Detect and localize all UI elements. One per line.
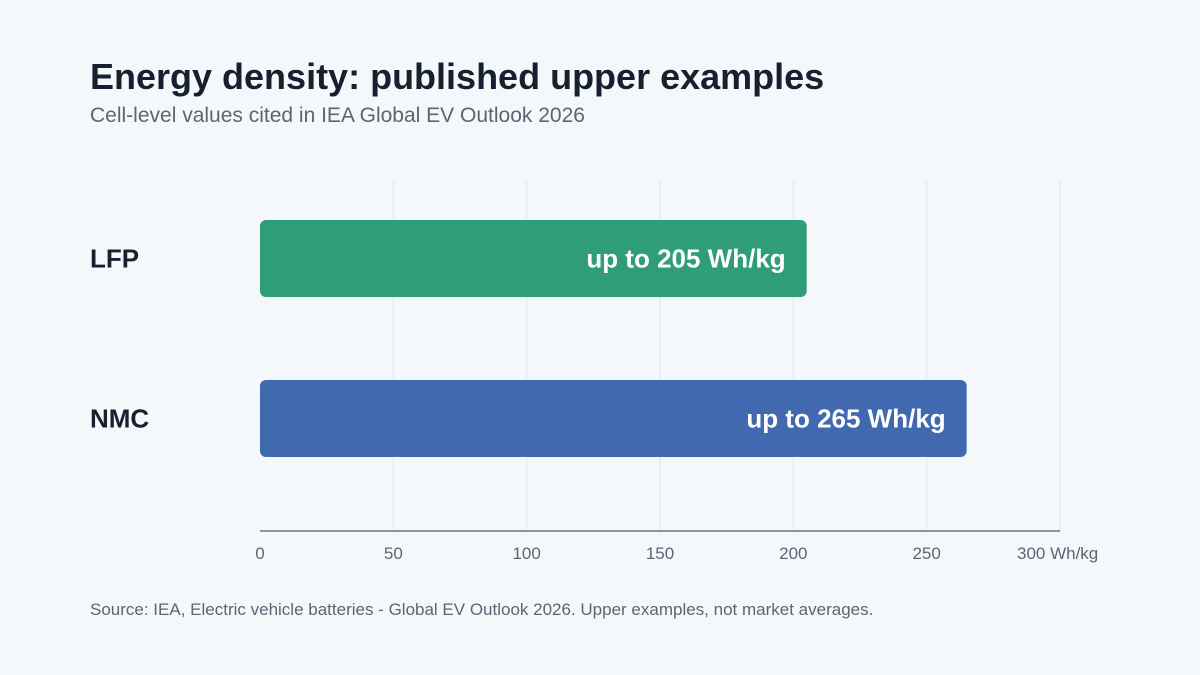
bar-lfp — [260, 220, 807, 297]
tick-label-200: 200 — [779, 544, 807, 563]
category-label-lfp: LFP — [90, 244, 139, 274]
category-label-nmc: NMC — [90, 404, 149, 434]
data-label-nmc: up to 265 Wh/kg — [746, 404, 945, 434]
source-note: Source: IEA, Electric vehicle batteries … — [90, 600, 874, 619]
chart-subtitle: Cell-level values cited in IEA Global EV… — [90, 104, 585, 127]
data-label-lfp: up to 205 Wh/kg — [586, 244, 785, 274]
bar-nmc — [260, 380, 967, 457]
tick-label-100: 100 — [512, 544, 540, 563]
tick-label-0: 0 — [255, 544, 264, 563]
tick-label-250: 250 — [912, 544, 940, 563]
chart-title: Energy density: published upper examples — [90, 56, 825, 97]
tick-label-50: 50 — [384, 544, 403, 563]
tick-label-150: 150 — [646, 544, 674, 563]
tick-label-300: 300 Wh/kg — [1017, 544, 1098, 563]
